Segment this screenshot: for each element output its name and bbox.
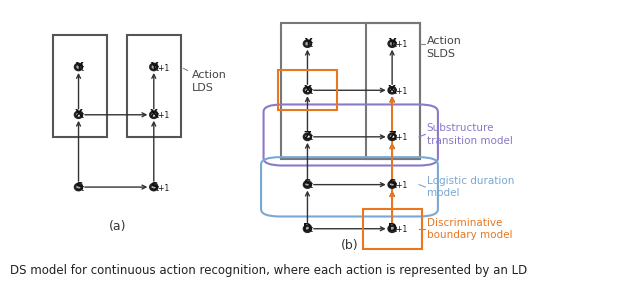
- Bar: [366, 23, 420, 159]
- Text: Y: Y: [75, 62, 82, 72]
- Text: t+1: t+1: [156, 184, 170, 193]
- Ellipse shape: [304, 134, 311, 140]
- Ellipse shape: [388, 87, 396, 93]
- Text: (b): (b): [341, 239, 359, 253]
- Text: Logistic duration
model: Logistic duration model: [427, 176, 514, 198]
- Bar: [127, 35, 180, 137]
- Bar: [363, 209, 422, 249]
- Bar: [278, 70, 337, 110]
- Text: t: t: [81, 184, 84, 193]
- Text: t: t: [309, 181, 312, 190]
- Text: X: X: [303, 85, 312, 95]
- Text: t: t: [309, 225, 312, 234]
- Text: S: S: [304, 179, 311, 189]
- Text: Action
LDS: Action LDS: [191, 70, 227, 93]
- Ellipse shape: [75, 112, 82, 118]
- Ellipse shape: [304, 182, 311, 188]
- Ellipse shape: [150, 112, 157, 118]
- Text: t+1: t+1: [394, 225, 408, 234]
- Text: Y: Y: [388, 38, 396, 48]
- Text: Action
SLDS: Action SLDS: [427, 36, 461, 58]
- Text: Z: Z: [388, 131, 396, 141]
- Text: X: X: [150, 109, 158, 119]
- Text: S: S: [150, 182, 157, 192]
- Text: Y: Y: [150, 62, 157, 72]
- Text: t+1: t+1: [156, 111, 170, 120]
- Ellipse shape: [304, 226, 311, 232]
- Text: t+1: t+1: [394, 87, 408, 96]
- Text: S: S: [75, 182, 83, 192]
- Text: Z: Z: [303, 131, 311, 141]
- Text: t+1: t+1: [394, 133, 408, 142]
- Text: D: D: [388, 223, 396, 233]
- Text: t+1: t+1: [394, 40, 408, 49]
- Text: t: t: [81, 111, 84, 120]
- Text: Y: Y: [304, 38, 311, 48]
- Text: D: D: [303, 223, 312, 233]
- Ellipse shape: [388, 134, 396, 140]
- Bar: [281, 23, 420, 159]
- Ellipse shape: [304, 40, 311, 47]
- Text: Discriminative
boundary model: Discriminative boundary model: [427, 217, 512, 240]
- Text: X: X: [74, 109, 83, 119]
- Bar: [54, 35, 107, 137]
- Ellipse shape: [75, 64, 82, 70]
- Text: Substructure
transition model: Substructure transition model: [427, 123, 513, 146]
- Text: t: t: [81, 64, 84, 73]
- Ellipse shape: [388, 182, 396, 188]
- Text: t+1: t+1: [394, 181, 408, 190]
- Ellipse shape: [150, 64, 157, 70]
- Ellipse shape: [304, 87, 311, 93]
- Text: S: S: [388, 179, 396, 189]
- Text: DS model for continuous action recognition, where each action is represented by : DS model for continuous action recogniti…: [10, 264, 527, 277]
- Text: t: t: [309, 133, 312, 142]
- Text: (a): (a): [109, 220, 127, 233]
- Ellipse shape: [388, 226, 396, 232]
- Ellipse shape: [75, 184, 82, 190]
- Text: X: X: [388, 85, 396, 95]
- Text: t: t: [309, 87, 312, 96]
- Text: t+1: t+1: [156, 64, 170, 73]
- Text: t: t: [309, 40, 312, 49]
- Ellipse shape: [150, 184, 157, 190]
- Ellipse shape: [388, 40, 396, 47]
